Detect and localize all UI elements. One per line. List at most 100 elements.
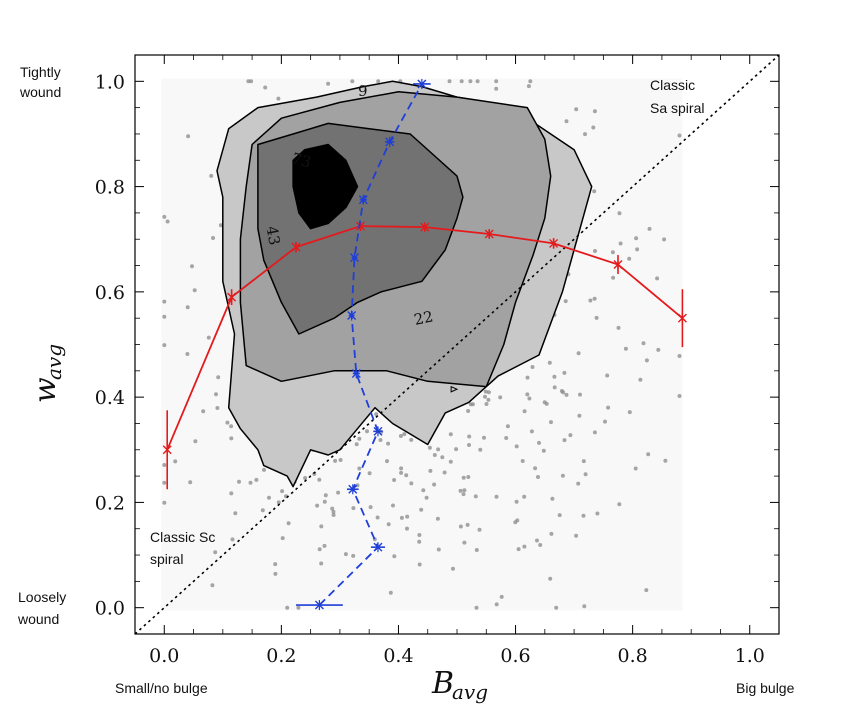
scatter-point bbox=[468, 79, 473, 84]
scatter-point bbox=[526, 84, 531, 89]
annotation-classic-sc-line1: Classic Sc bbox=[150, 529, 215, 545]
scatter-point bbox=[605, 373, 610, 378]
scatter-point bbox=[627, 256, 632, 261]
scatter-point bbox=[303, 476, 308, 480]
scatter-point bbox=[486, 390, 491, 395]
scatter-point bbox=[399, 466, 404, 471]
scatter-point bbox=[419, 507, 424, 512]
scatter-point bbox=[338, 458, 343, 462]
scatter-point bbox=[273, 571, 278, 576]
scatter-point bbox=[462, 540, 467, 545]
contour-label-43: 43 bbox=[263, 225, 284, 247]
scatter-point bbox=[633, 466, 638, 471]
scatter-point bbox=[467, 443, 471, 447]
data-marker bbox=[549, 238, 559, 249]
scatter-point bbox=[527, 396, 532, 401]
scatter-point bbox=[498, 395, 503, 400]
scatter-point bbox=[494, 602, 499, 607]
scatter-point bbox=[215, 406, 220, 410]
data-marker bbox=[358, 194, 368, 205]
scatter-point bbox=[333, 458, 338, 463]
scatter-point bbox=[162, 463, 167, 467]
scatter-point bbox=[386, 522, 391, 527]
data-marker bbox=[420, 222, 430, 233]
scatter-point bbox=[192, 288, 197, 293]
scatter-point bbox=[617, 211, 622, 216]
scatter-point bbox=[398, 434, 403, 438]
scatter-point bbox=[634, 236, 639, 241]
x-axis-title: B bbox=[431, 666, 454, 701]
scatter-point bbox=[592, 296, 597, 301]
scatter-point bbox=[535, 538, 539, 543]
scatter-point bbox=[365, 429, 369, 434]
annotation-classic-sa: Classic Sa spiral bbox=[650, 77, 704, 116]
series-line bbox=[318, 83, 423, 606]
contour-island bbox=[450, 385, 459, 393]
scatter-point bbox=[319, 524, 324, 529]
scatter-point bbox=[562, 370, 567, 375]
data-series bbox=[162, 78, 687, 611]
scatter-point bbox=[409, 481, 414, 486]
scatter-point bbox=[388, 590, 393, 595]
scatter-point bbox=[477, 527, 482, 532]
scatter-point bbox=[494, 79, 499, 84]
scatter-point bbox=[578, 392, 582, 397]
annotation-big-bulge: Big bulge bbox=[736, 680, 795, 696]
scatter-point bbox=[350, 79, 355, 84]
scatter-point bbox=[563, 299, 568, 304]
scatter-point bbox=[225, 420, 230, 425]
x-axis-title-subscript: avg bbox=[452, 680, 488, 704]
y-tick-label: 0.6 bbox=[95, 282, 125, 304]
scatter-point bbox=[399, 470, 404, 475]
scatter-point bbox=[417, 562, 422, 567]
scatter-point bbox=[522, 409, 527, 414]
scatter-point bbox=[529, 429, 534, 434]
scatter-point bbox=[462, 488, 467, 493]
scatter-point bbox=[404, 473, 409, 478]
scatter-point bbox=[548, 576, 553, 581]
scatter-point bbox=[436, 547, 441, 552]
data-marker bbox=[350, 252, 360, 263]
scatter-point bbox=[623, 346, 628, 351]
scatter-point bbox=[323, 493, 328, 498]
scatter-point bbox=[594, 315, 599, 320]
data-marker bbox=[162, 444, 172, 455]
scatter-point bbox=[513, 520, 518, 525]
scatter-point bbox=[499, 594, 504, 599]
scatter-point bbox=[374, 412, 379, 417]
scatter-point bbox=[336, 490, 341, 495]
annotation-tightly-wound-line1: Tightly bbox=[20, 64, 61, 80]
annotation-classic-sc: Classic Sc spiral bbox=[150, 529, 219, 567]
scatter-point bbox=[610, 250, 615, 255]
data-marker bbox=[613, 259, 623, 270]
scatter-point bbox=[562, 438, 567, 443]
scatter-point bbox=[162, 480, 167, 485]
scatter-point bbox=[375, 515, 380, 520]
scatter-point bbox=[447, 79, 452, 84]
scatter-point bbox=[603, 419, 607, 424]
y-tick-label: 0.4 bbox=[95, 387, 125, 409]
scatter-point bbox=[564, 392, 569, 397]
scatter-point bbox=[376, 79, 381, 84]
x-tick-label: 0.4 bbox=[383, 645, 413, 667]
scatter-point bbox=[317, 547, 322, 552]
scatter-point bbox=[537, 440, 541, 445]
scatter-point bbox=[478, 447, 483, 452]
scatter-point bbox=[557, 513, 562, 518]
scatter-point bbox=[554, 605, 559, 610]
scatter-point bbox=[354, 442, 359, 447]
scatter-point bbox=[514, 444, 519, 449]
annotation-classic-sc-line2: spiral bbox=[150, 551, 183, 567]
scatter-point bbox=[465, 522, 470, 527]
y-axis-title: w bbox=[28, 377, 63, 403]
scatter-point bbox=[458, 524, 463, 529]
scatter-point bbox=[209, 173, 214, 178]
scatter-point bbox=[246, 79, 251, 84]
data-marker bbox=[314, 600, 324, 611]
scatter-point bbox=[162, 500, 167, 505]
scatter-point bbox=[280, 536, 285, 541]
scatter-point bbox=[547, 360, 552, 365]
scatter-point bbox=[367, 471, 372, 476]
scatter-point bbox=[233, 511, 238, 516]
